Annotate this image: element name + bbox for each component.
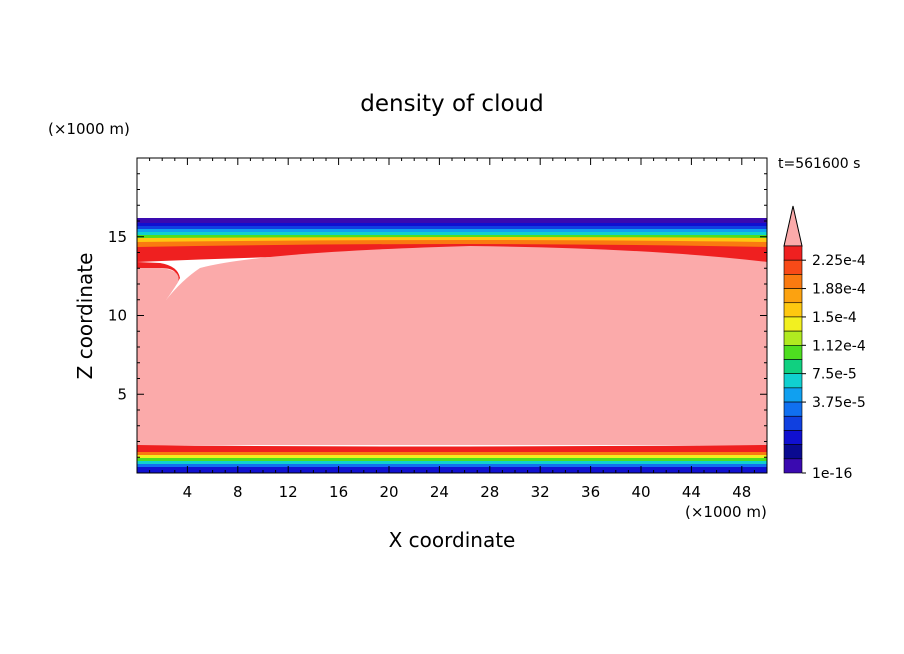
- band-bot-4: [137, 461, 767, 464]
- x-tick-label: 44: [682, 483, 701, 501]
- colorbar-label: 7.5e-5: [812, 367, 857, 383]
- colorbar-level: [783, 401, 803, 417]
- x-tick-label: 16: [329, 483, 348, 501]
- band-top-2: [137, 226, 767, 230]
- saturated-core: [137, 246, 767, 445]
- y-tick-label: 15: [108, 228, 127, 246]
- band-top-3: [137, 229, 767, 232]
- y-tick-label: 10: [108, 307, 127, 325]
- density-field: [137, 218, 767, 473]
- x-axis: 4 8 12 16 20 24 28 32 36 40 44 48: [149, 158, 755, 501]
- band-bot-0: [137, 445, 767, 452]
- colorbar-label: 1.88e-4: [812, 282, 866, 298]
- x-tick-label: 20: [379, 483, 398, 501]
- colorbar-level: [783, 458, 803, 474]
- colorbar-level: [783, 345, 803, 360]
- colorbar-level: [783, 373, 803, 389]
- colorbar-level: [783, 330, 803, 346]
- x-tick-label: 32: [531, 483, 550, 501]
- colorbar-level: [783, 259, 803, 275]
- colorbar: 2.25e-4 1.88e-4 1.5e-4 1.12e-4 7.5e-5 3.75e-5…: [783, 205, 866, 482]
- colorbar-overflow-triangle: [783, 205, 803, 247]
- x-unit-label: (×1000 m): [685, 503, 767, 521]
- x-tick-label: 8: [233, 483, 243, 501]
- band-bot-3: [137, 458, 767, 461]
- colorbar-label: 1.5e-4: [812, 310, 857, 326]
- colorbar-level: [783, 430, 803, 445]
- x-tick-label: 36: [581, 483, 600, 501]
- y-tick-label: 5: [117, 385, 127, 403]
- band-bot-1: [137, 452, 767, 455]
- x-tick-label: 24: [430, 483, 449, 501]
- colorbar-level: [783, 302, 803, 318]
- colorbar-label: 1e-16: [812, 466, 852, 482]
- colorbar-label: 1.12e-4: [812, 338, 866, 354]
- colorbar-level: [783, 316, 803, 332]
- colorbar-level: [783, 245, 803, 261]
- colorbar-level: [783, 359, 803, 374]
- colorbar-level: [783, 288, 803, 304]
- y-axis: 5 10 15: [108, 173, 767, 458]
- colorbar-label: 2.25e-4: [812, 253, 866, 269]
- x-tick-label: 12: [279, 483, 298, 501]
- band-bot-5: [137, 464, 767, 467]
- colorbar-level: [783, 387, 803, 403]
- x-tick-label: 40: [631, 483, 650, 501]
- time-label: t=561600 s: [778, 156, 860, 172]
- y-unit-label: (×1000 m): [48, 120, 130, 138]
- colorbar-label: 3.75e-5: [812, 395, 866, 411]
- band-top-4: [137, 232, 767, 235]
- band-top-1: [137, 223, 767, 227]
- band-bot-2: [137, 455, 767, 458]
- x-tick-label: 4: [183, 483, 193, 501]
- band-top-0: [137, 218, 767, 224]
- colorbar-level: [783, 274, 803, 289]
- chart-title: density of cloud: [360, 91, 543, 117]
- colorbar-level: [783, 444, 803, 460]
- x-axis-label: X coordinate: [389, 528, 516, 552]
- x-tick-label: 48: [732, 483, 751, 501]
- colorbar-level: [783, 415, 803, 431]
- y-axis-label: Z coordinate: [73, 253, 97, 380]
- x-tick-label: 28: [480, 483, 499, 501]
